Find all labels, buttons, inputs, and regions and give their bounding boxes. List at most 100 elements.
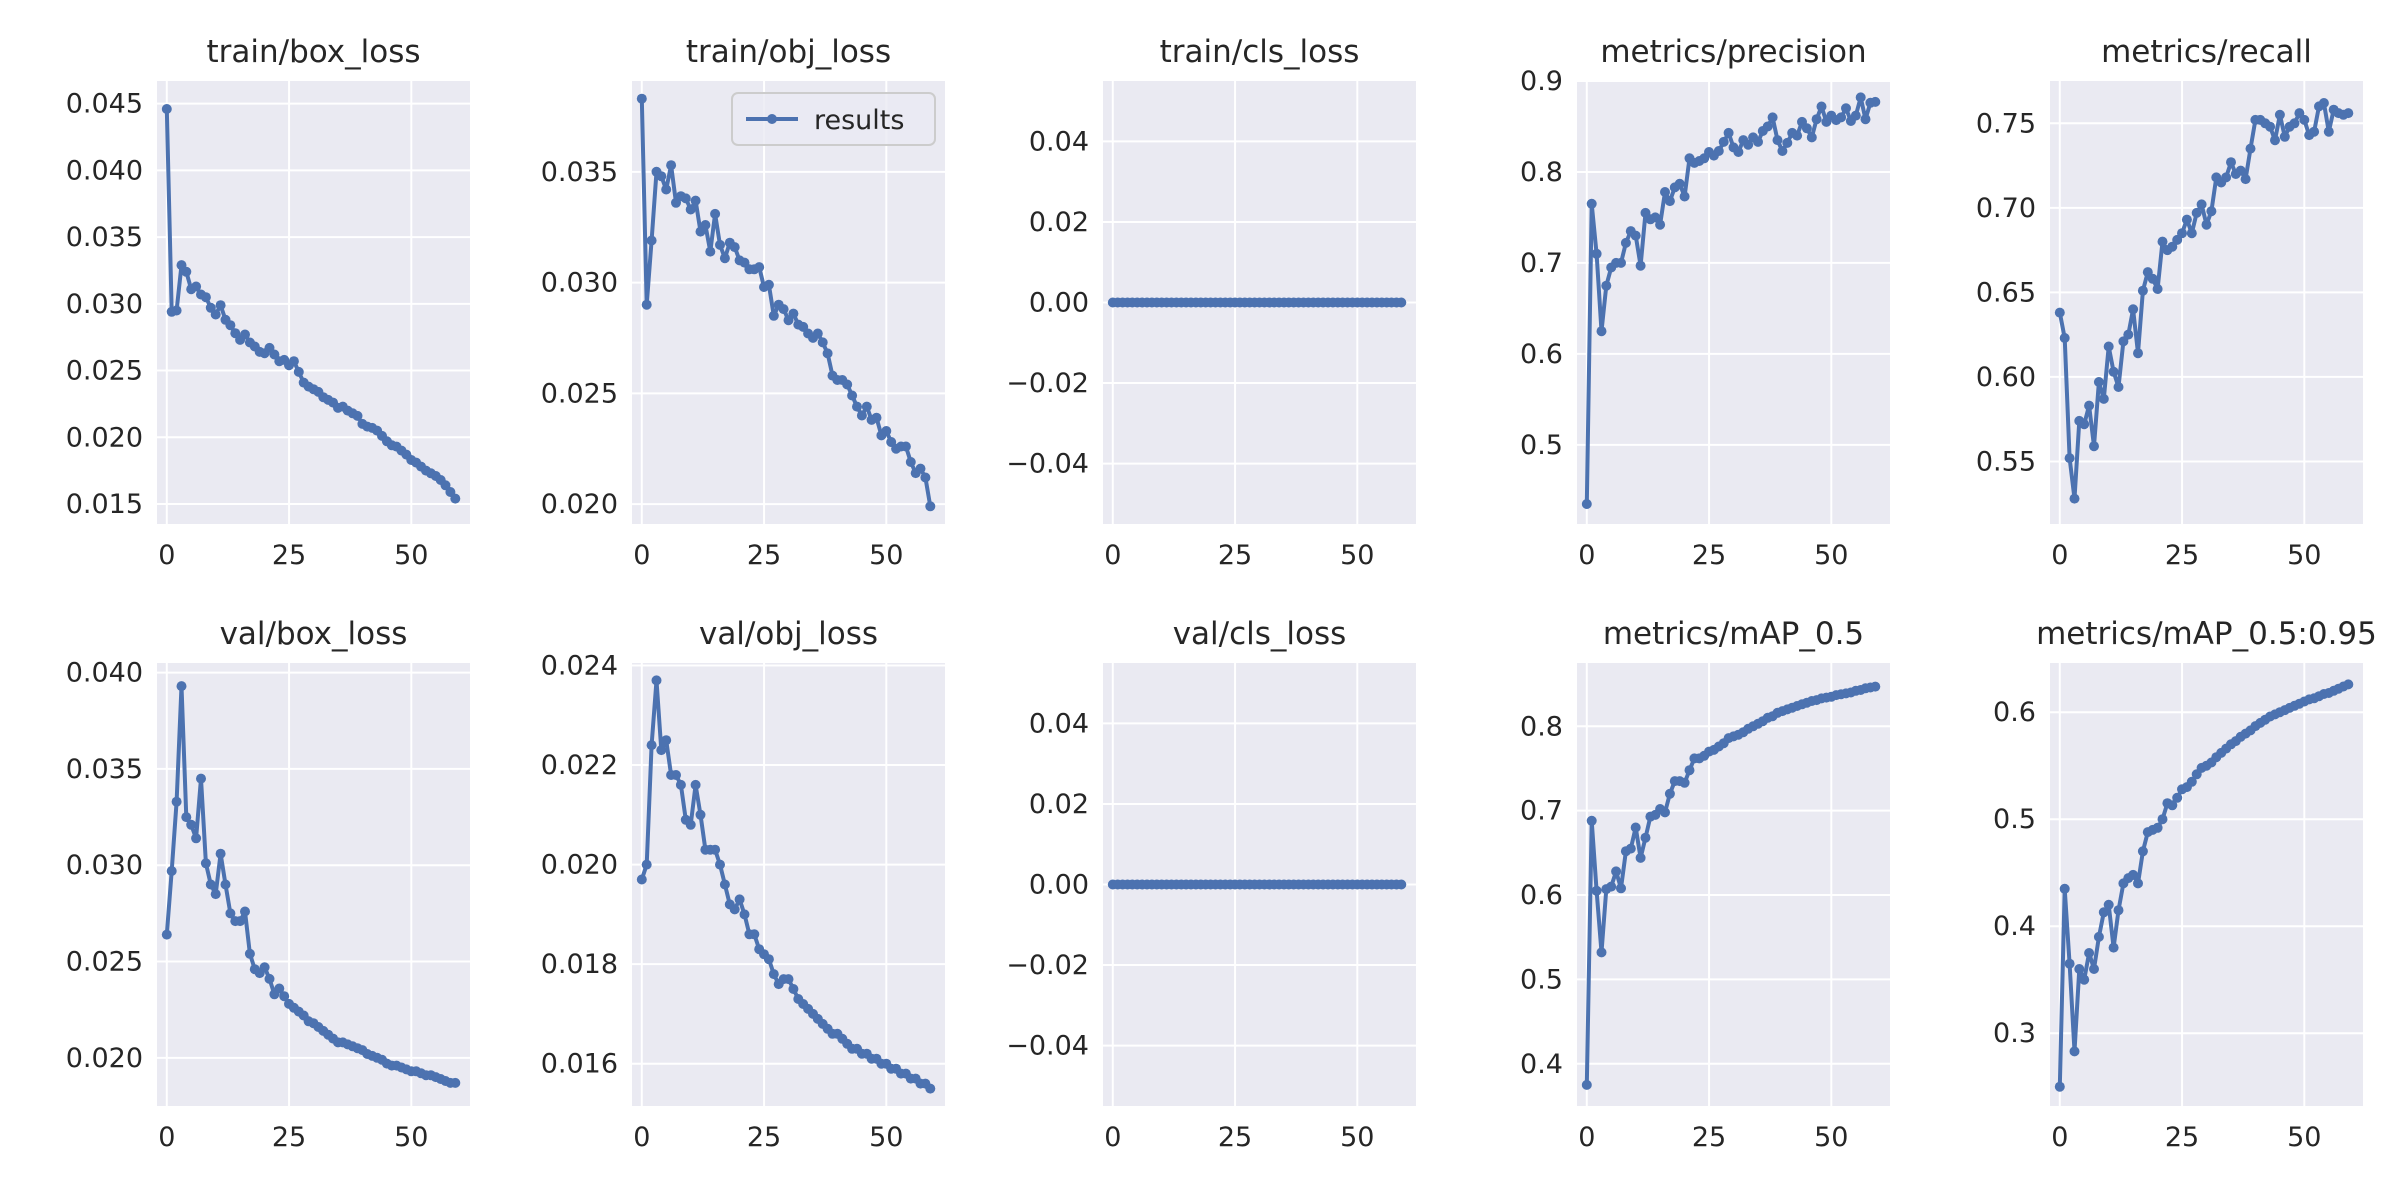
- data-point: [225, 320, 236, 331]
- data-point: [171, 796, 182, 807]
- data-point: [768, 310, 779, 321]
- data-point: [1596, 947, 1607, 958]
- x-tick-label: 0: [158, 1122, 175, 1153]
- data-point: [235, 916, 246, 927]
- data-point: [2196, 199, 2207, 210]
- data-point: [788, 308, 799, 319]
- data-point: [191, 833, 202, 844]
- data-point: [2191, 207, 2202, 218]
- y-tick-label: 0.00: [1029, 870, 1089, 901]
- data-point: [2069, 1046, 2080, 1057]
- chart-train-cls-loss: 0 25 50 −0.04 −0.02 0.00 0.02 0.04 train/cls_los…: [1006, 34, 1416, 571]
- y-tick-label: 0.5: [1520, 430, 1563, 461]
- data-point: [2089, 441, 2099, 452]
- data-point: [749, 929, 760, 940]
- data-point: [1625, 843, 1636, 854]
- data-point: [161, 929, 172, 940]
- data-point: [2152, 284, 2163, 294]
- data-point: [754, 262, 765, 273]
- data-point: [2343, 108, 2354, 119]
- data-point: [1806, 132, 1817, 143]
- x-tick-label: 50: [1340, 1122, 1374, 1153]
- y-tick-label: 0.040: [66, 658, 143, 689]
- chart-title: train/obj_loss: [686, 34, 891, 70]
- data-point: [2098, 907, 2109, 918]
- y-tick-label: 0.035: [66, 754, 143, 785]
- y-tick-label: 0.030: [66, 850, 143, 881]
- y-tick-label: 0.7: [1520, 796, 1563, 827]
- data-point: [200, 858, 211, 869]
- data-point: [690, 195, 701, 206]
- chart-train-box-loss: 0 25 50 0.015 0.020 0.025 0.030 0.035 0.040 0.045…: [66, 34, 470, 571]
- chart-title: val/cls_loss: [1173, 616, 1347, 652]
- data-point: [715, 859, 725, 870]
- data-point: [1679, 191, 1690, 202]
- plot-area: [157, 81, 470, 524]
- data-point: [220, 879, 231, 890]
- data-point: [2079, 419, 2090, 430]
- data-point: [700, 220, 711, 230]
- data-point: [1660, 187, 1670, 197]
- data-point: [2059, 883, 2070, 894]
- data-point: [817, 337, 828, 348]
- data-point: [2323, 126, 2334, 137]
- data-point: [641, 299, 652, 310]
- data-point: [1850, 110, 1861, 121]
- plot-area: [632, 663, 945, 1106]
- data-point: [2172, 792, 2183, 803]
- data-point: [210, 889, 221, 900]
- data-point: [842, 379, 853, 390]
- legend: results: [731, 92, 936, 146]
- data-point: [641, 859, 652, 870]
- data-point: [196, 773, 206, 784]
- y-tick-label: 0.70: [1976, 193, 2036, 224]
- x-tick-label: 50: [2287, 1122, 2321, 1153]
- data-point: [1581, 499, 1592, 509]
- plot-area: [1577, 81, 1890, 524]
- data-point: [636, 874, 647, 885]
- data-point: [2221, 172, 2232, 183]
- data-point: [881, 426, 892, 436]
- y-tick-label: 0.024: [541, 650, 618, 681]
- y-tick-label: 0.8: [1520, 711, 1563, 742]
- data-point: [812, 328, 823, 339]
- data-point: [259, 962, 270, 973]
- data-point: [715, 239, 725, 250]
- data-point: [2108, 942, 2119, 953]
- y-tick-label: 0.030: [541, 268, 618, 299]
- data-point: [1792, 130, 1803, 141]
- data-point: [2054, 1081, 2065, 1092]
- chart-title: train/box_loss: [206, 34, 420, 70]
- data-point: [1660, 807, 1670, 818]
- data-point: [778, 304, 789, 315]
- data-point: [2084, 400, 2095, 411]
- data-point: [905, 457, 916, 467]
- data-point: [2201, 219, 2212, 230]
- y-tick-label: 0.020: [66, 1043, 143, 1074]
- y-tick-label: 0.55: [1976, 446, 2036, 477]
- data-point: [646, 235, 657, 246]
- x-tick-label: 0: [158, 540, 175, 571]
- y-tick-label: 0.025: [66, 356, 143, 387]
- data-point: [1620, 237, 1631, 248]
- data-point: [2059, 333, 2070, 343]
- data-point: [1586, 198, 1597, 209]
- data-point: [690, 779, 701, 790]
- y-tick-label: 0.035: [66, 222, 143, 253]
- data-point: [2147, 273, 2158, 284]
- data-point: [2186, 776, 2197, 787]
- data-point: [915, 463, 926, 474]
- data-point: [210, 309, 221, 320]
- data-point: [2123, 329, 2134, 340]
- y-tick-label: 0.020: [541, 489, 618, 520]
- chart-val-obj-loss: 0 25 50 0.016 0.018 0.020 0.022 0.024 val/obj_lo…: [541, 616, 945, 1153]
- data-point: [783, 974, 794, 985]
- data-point: [2113, 905, 2124, 916]
- y-tick-label: 0.4: [1520, 1049, 1563, 1080]
- data-point: [293, 366, 304, 377]
- data-point: [205, 879, 216, 890]
- x-tick-label: 50: [869, 540, 903, 571]
- data-point: [161, 104, 172, 114]
- data-point: [1723, 127, 1734, 138]
- y-tick-label: 0.5: [1520, 964, 1563, 995]
